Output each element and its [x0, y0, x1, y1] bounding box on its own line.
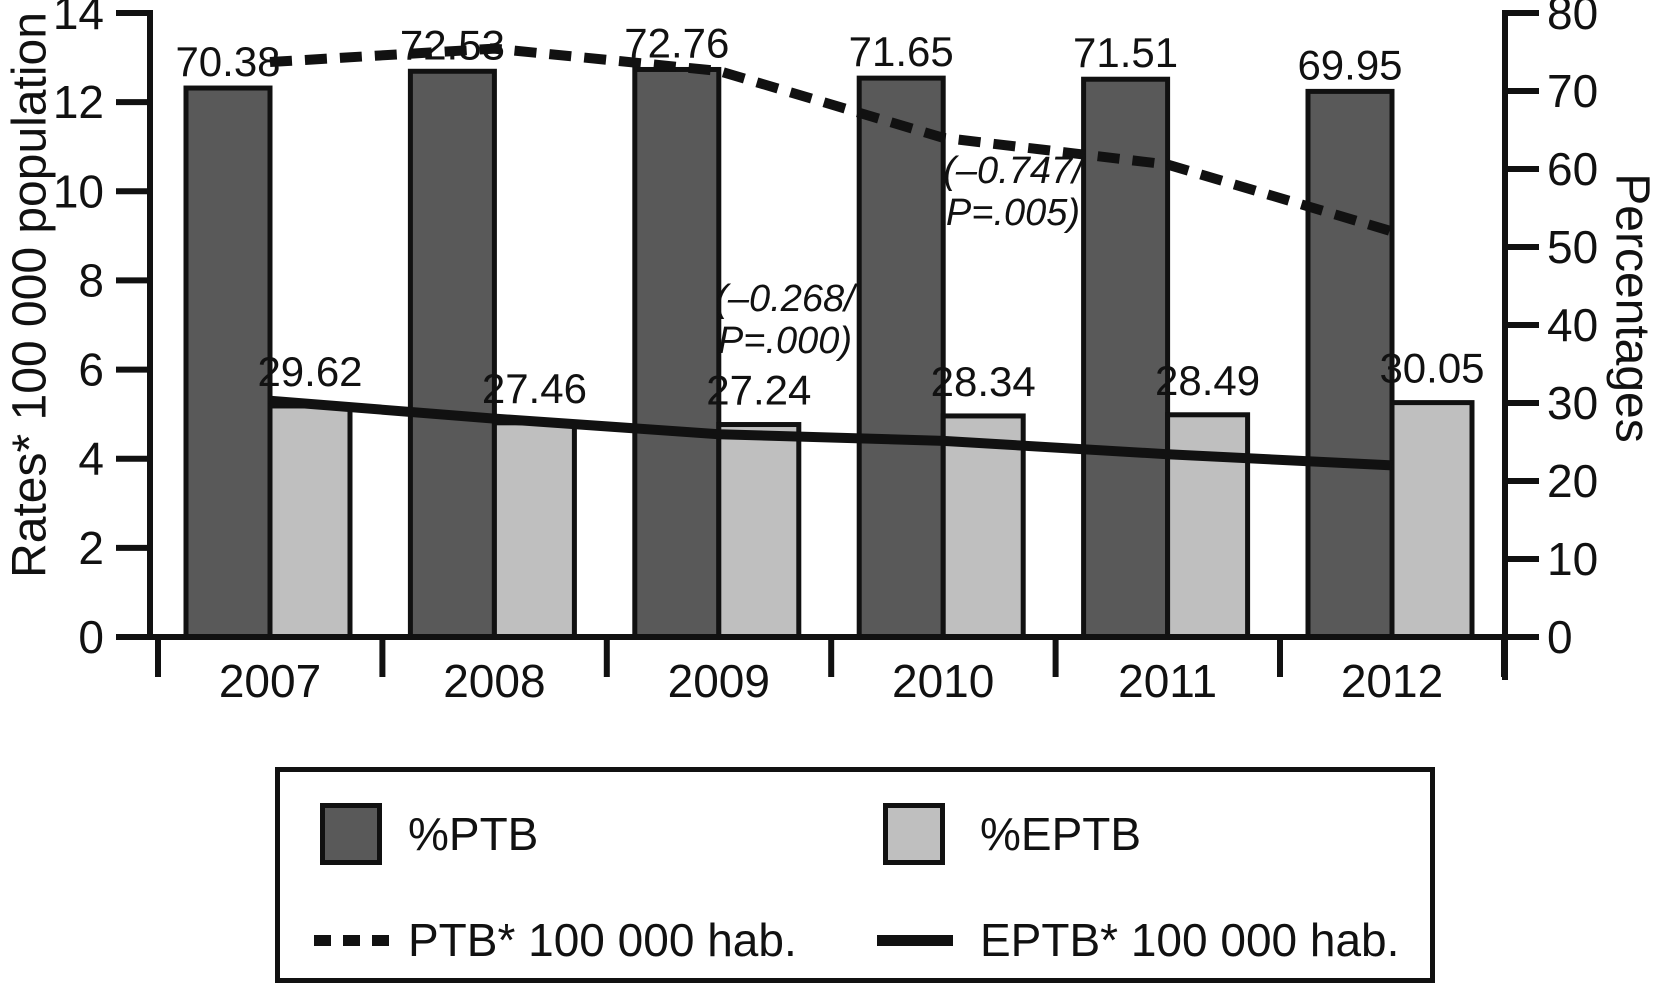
right-axis-tick-label: 10 [1547, 533, 1598, 585]
annotation-line: P=.005) [945, 192, 1081, 234]
bar-label-eptb-2009: 27.24 [706, 367, 811, 414]
bar-ptb-2012 [1305, 88, 1395, 640]
annotation-line: P=.000) [717, 320, 853, 362]
left-axis-title: Rates* 100 000 population [3, 12, 57, 578]
left-axis-tick-label: 12 [53, 76, 104, 128]
bar-label-eptb-2010: 28.34 [931, 358, 1036, 405]
legend-box: %PTB %EPTB PTB* 100 000 hab. EPTB* 100 0… [275, 767, 1435, 983]
left-axis-tick-label: 4 [78, 433, 104, 485]
bar-ptb-2008 [407, 68, 497, 640]
left-axis-tick-label: 6 [78, 344, 104, 396]
right-axis-tick-label: 80 [1547, 0, 1598, 39]
left-axis-tick-label: 10 [53, 165, 104, 217]
bar-ptb-2009 [632, 66, 722, 640]
legend-label-ptb-rate: PTB* 100 000 hab. [408, 914, 797, 966]
bar-ptb-2011 [1081, 76, 1171, 640]
bar-ptb-2010 [856, 75, 946, 640]
right-axis-tick-label: 0 [1547, 611, 1573, 663]
right-axis-tick-label: 30 [1547, 377, 1598, 429]
left-axis-tick-label: 2 [78, 522, 104, 574]
bar-eptb-2012 [1389, 400, 1475, 640]
legend-dashed-line-symbol [314, 935, 390, 946]
legend-label-ptb: %PTB [408, 808, 539, 860]
x-tick-label-2008: 2008 [443, 655, 545, 707]
bar-label-ptb-2010: 71.65 [849, 28, 954, 75]
right-axis-tick-label: 50 [1547, 221, 1598, 273]
left-axis-tick-label: 14 [53, 0, 104, 39]
right-axis-tick-label: 20 [1547, 455, 1598, 507]
right-axis-tick-label: 40 [1547, 299, 1598, 351]
x-tick-label-2011: 2011 [1118, 655, 1217, 707]
x-tick-label-2010: 2010 [892, 655, 994, 707]
x-tick-label-2009: 2009 [668, 655, 770, 707]
bar-eptb-2011 [1165, 412, 1251, 640]
bar-eptb-2008 [491, 420, 577, 640]
annotation-line: (–0.268/ [715, 278, 855, 320]
bar-label-eptb-2011: 28.49 [1155, 357, 1260, 404]
legend-swatch-ptb [320, 803, 382, 865]
right-axis-title: Percentages [1605, 173, 1659, 443]
annotation-ptb-slope: (–0.747/ P=.005) [943, 150, 1082, 234]
bar-label-eptb-2008: 27.46 [482, 365, 587, 412]
bar-ptb-2007 [183, 85, 273, 640]
legend-swatch-eptb [883, 803, 945, 865]
bar-label-ptb-2009: 72.76 [624, 19, 729, 66]
x-tick-label-2012: 2012 [1341, 655, 1443, 707]
legend-label-eptb-rate: EPTB* 100 000 hab. [980, 914, 1400, 966]
bar-eptb-2009 [716, 422, 802, 640]
legend-label-eptb: %EPTB [980, 808, 1142, 860]
legend-solid-line-symbol [877, 935, 953, 946]
bar-label-eptb-2007: 29.62 [257, 348, 362, 395]
bar-label-ptb-2007: 70.38 [175, 38, 280, 85]
left-axis-tick-label: 8 [78, 254, 104, 306]
left-axis-tick-label: 0 [78, 611, 104, 663]
bar-label-eptb-2012: 30.05 [1379, 345, 1484, 392]
bar-eptb-2010 [940, 413, 1026, 640]
trend-line-eptb [269, 395, 1393, 471]
annotation-eptb-slope: (–0.268/ P=.000) [715, 278, 854, 362]
bar-label-ptb-2012: 69.95 [1297, 41, 1402, 88]
right-axis-tick-label: 60 [1547, 143, 1598, 195]
x-tick-label-2007: 2007 [219, 655, 321, 707]
trend-line-ptb [269, 43, 1394, 237]
bar-eptb-2007 [267, 403, 353, 640]
right-axis-tick-label: 70 [1547, 65, 1598, 117]
bar-label-ptb-2011: 71.51 [1073, 29, 1178, 76]
annotation-line: (–0.747/ [943, 150, 1083, 192]
